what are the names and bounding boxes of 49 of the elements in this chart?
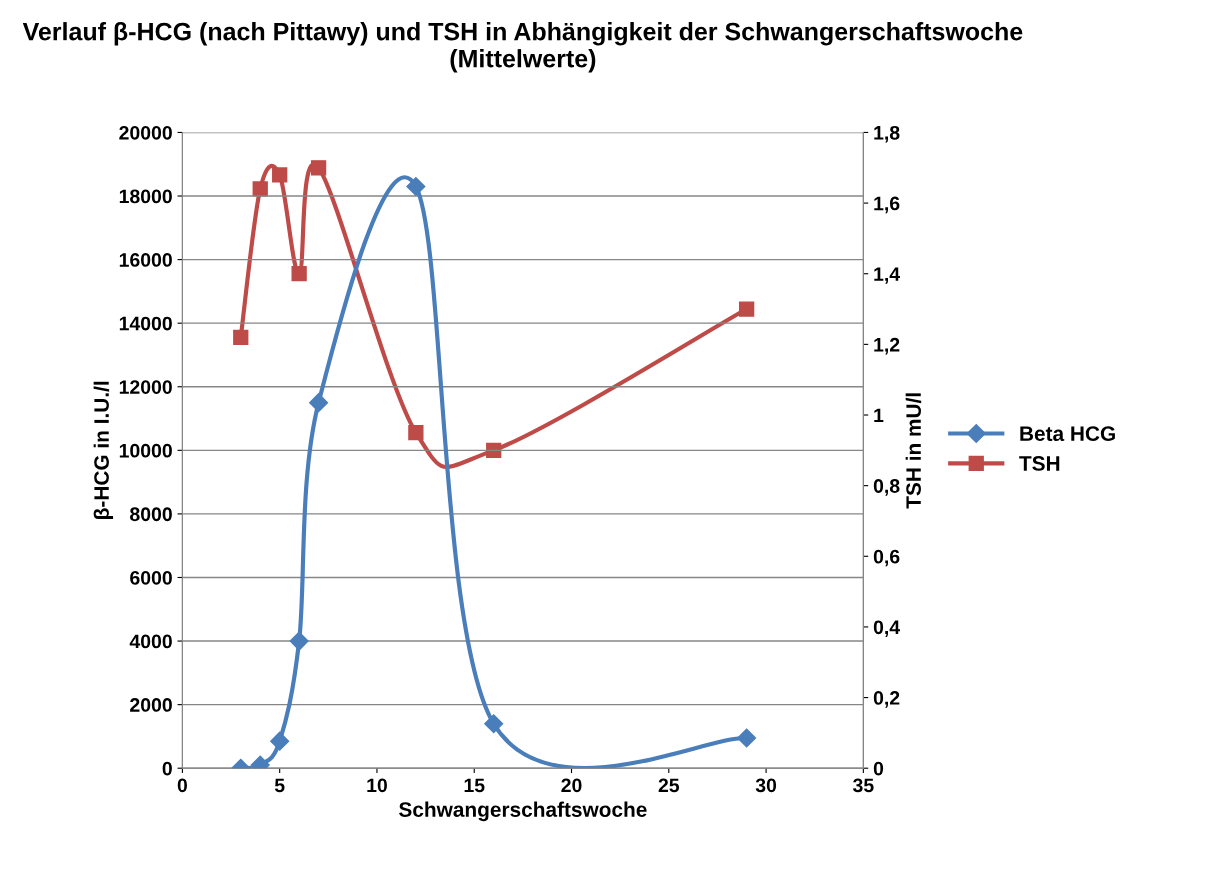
y2-tick-label: 1 bbox=[874, 408, 884, 423]
y2-tick-label: 0,2 bbox=[873, 691, 900, 708]
point bbox=[252, 181, 268, 197]
x-tick-label: 35 bbox=[852, 778, 874, 793]
point bbox=[738, 301, 755, 317]
y2-tick-label: 1,2 bbox=[874, 337, 900, 355]
point bbox=[484, 714, 504, 734]
point bbox=[406, 176, 426, 197]
x-tick-label: 20 bbox=[561, 778, 582, 793]
y-tick-label: 20000 bbox=[119, 125, 172, 140]
legend-label: Beta HCG bbox=[1020, 426, 1115, 441]
point bbox=[408, 425, 424, 441]
y2-tick-label: 0,6 bbox=[873, 549, 900, 567]
point bbox=[737, 728, 757, 748]
x-tick-label: 15 bbox=[464, 778, 485, 793]
y2-tick-label: 1,6 bbox=[874, 196, 900, 214]
point bbox=[309, 393, 329, 413]
y2-axis-title: TSH in mU/l bbox=[905, 393, 922, 509]
point bbox=[270, 731, 290, 751]
point bbox=[233, 329, 249, 345]
point bbox=[291, 266, 307, 282]
y2-tick-label: 0,8 bbox=[873, 479, 900, 496]
x-tick-label: 5 bbox=[274, 778, 285, 793]
x-tick-label: 25 bbox=[658, 778, 680, 793]
point bbox=[486, 442, 502, 458]
y-tick-label: 6000 bbox=[130, 570, 172, 585]
x-tick-label: 30 bbox=[755, 778, 777, 793]
y-tick-label: 18000 bbox=[119, 189, 172, 204]
y-tick-label: 4000 bbox=[129, 634, 172, 649]
y-tick-label: 16000 bbox=[119, 253, 172, 267]
legend-label: TSH bbox=[1019, 456, 1060, 471]
point bbox=[272, 167, 288, 183]
y2-tick-label: 1,4 bbox=[874, 267, 901, 284]
chart-title: Verlauf β-HCG (nach Pittawy) und TSH in Abhängigkeit der Schwangerschaftswoche (Mittelwerte) bbox=[22, 22, 1023, 73]
y2-tick-label: 1,8 bbox=[874, 125, 900, 143]
y-tick-label: 10000 bbox=[119, 443, 172, 458]
y-tick-label: 12000 bbox=[119, 380, 172, 394]
y-tick-label: 2000 bbox=[130, 698, 172, 712]
y-tick-label: 0 bbox=[162, 761, 172, 776]
y-tick-label: 8000 bbox=[130, 507, 172, 522]
x-tick-label: 0 bbox=[177, 778, 188, 793]
x-axis-title: Schwangerschaftswoche bbox=[399, 801, 647, 822]
y-tick-label: 14000 bbox=[119, 316, 172, 331]
point bbox=[289, 631, 309, 651]
y2-tick-label: 0 bbox=[873, 761, 884, 776]
y-axis-title: β-HCG in I.U./l bbox=[93, 381, 114, 519]
x-tick-label: 10 bbox=[367, 778, 387, 793]
point bbox=[310, 160, 327, 176]
y2-tick-label: 0,4 bbox=[873, 620, 901, 637]
